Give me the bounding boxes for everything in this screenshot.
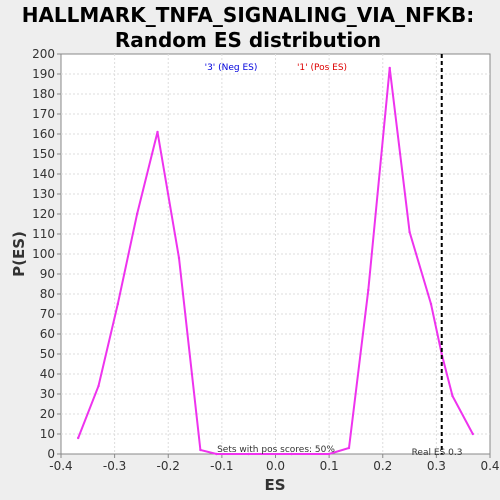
data-point bbox=[156, 130, 159, 134]
data-point bbox=[429, 302, 433, 306]
x-tick-label: 0.3 bbox=[427, 459, 446, 473]
data-point bbox=[451, 394, 454, 398]
data-point bbox=[215, 452, 218, 456]
chart-title: HALLMARK_TNFA_SIGNALING_VIA_NFKB: bbox=[22, 3, 475, 27]
data-point bbox=[388, 66, 391, 70]
y-tick-label: 30 bbox=[40, 387, 55, 401]
data-point bbox=[76, 436, 80, 440]
y-tick-label: 40 bbox=[40, 367, 55, 381]
y-tick-label: 50 bbox=[40, 347, 55, 361]
y-tick-label: 200 bbox=[32, 47, 55, 61]
x-tick-label: 0.4 bbox=[480, 459, 499, 473]
x-tick-label: -0.3 bbox=[103, 459, 126, 473]
data-point bbox=[97, 384, 100, 388]
y-tick-label: 130 bbox=[32, 187, 55, 201]
chart-subtitle: Random ES distribution bbox=[115, 28, 381, 52]
y-tick-label: 90 bbox=[40, 267, 55, 281]
data-point bbox=[471, 432, 475, 436]
y-tick-label: 190 bbox=[32, 67, 55, 81]
data-point bbox=[367, 288, 370, 292]
y-tick-label: 80 bbox=[40, 287, 55, 301]
y-tick-label: 150 bbox=[32, 147, 55, 161]
y-tick-label: 70 bbox=[40, 307, 55, 321]
x-axis-label: ES bbox=[264, 476, 285, 494]
y-tick-label: 110 bbox=[32, 227, 55, 241]
x-tick-label: -0.2 bbox=[157, 459, 180, 473]
data-point bbox=[327, 452, 331, 456]
data-point bbox=[116, 302, 120, 306]
pos-scores-annotation: Sets with pos scores: 50% bbox=[217, 445, 335, 455]
y-tick-label: 10 bbox=[40, 427, 55, 441]
y-tick-label: 140 bbox=[32, 167, 55, 181]
legend-neg: '3' (Neg ES) bbox=[205, 63, 258, 73]
y-tick-label: 160 bbox=[32, 127, 55, 141]
data-point bbox=[440, 352, 443, 356]
y-tick-label: 170 bbox=[32, 107, 55, 121]
y-tick-label: 180 bbox=[32, 87, 55, 101]
x-tick-label: 0.1 bbox=[320, 459, 339, 473]
x-tick-label: 0.0 bbox=[266, 459, 285, 473]
data-point bbox=[135, 212, 139, 216]
x-tick-label: 0.2 bbox=[373, 459, 392, 473]
y-axis-label: P(ES) bbox=[10, 231, 28, 277]
series-layer bbox=[76, 66, 475, 456]
data-point bbox=[290, 452, 293, 456]
data-point bbox=[199, 448, 202, 452]
y-tick-label: 100 bbox=[32, 247, 55, 261]
data-point bbox=[247, 452, 250, 456]
data-point bbox=[347, 446, 351, 450]
x-tick-label: -0.4 bbox=[49, 459, 72, 473]
data-point bbox=[177, 256, 181, 260]
y-tick-label: 20 bbox=[40, 407, 55, 421]
y-tick-label: 60 bbox=[40, 327, 55, 341]
real-es-label: Real ES 0.3 bbox=[412, 448, 463, 458]
axis-ticks: -0.4 -0.3 -0.2 -0.1 0.0 0.1 0.2 0.3 0.4 0 10 20 30 40… bbox=[32, 47, 499, 473]
y-tick-label: 120 bbox=[32, 207, 55, 221]
x-tick-label: -0.1 bbox=[210, 459, 233, 473]
data-point bbox=[408, 230, 411, 234]
legend-pos: '1' (Pos ES) bbox=[297, 63, 347, 73]
grid bbox=[61, 54, 490, 454]
y-tick-label: 0 bbox=[47, 447, 55, 461]
